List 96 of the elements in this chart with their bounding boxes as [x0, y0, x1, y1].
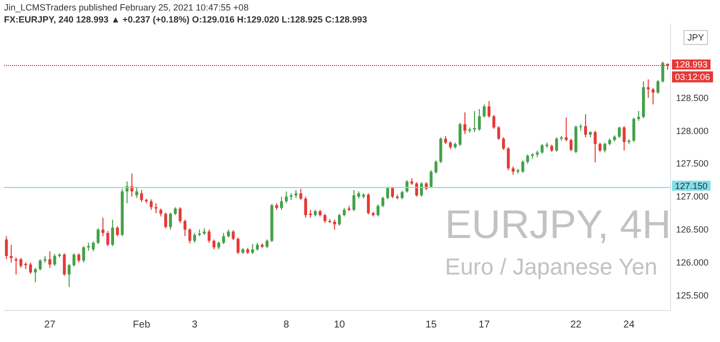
candlestick [29, 262, 32, 274]
candlestick [53, 253, 56, 266]
candlestick [526, 154, 530, 164]
candlestick [420, 182, 423, 198]
candlestick [304, 196, 308, 218]
candlestick [208, 229, 211, 244]
candlestick [164, 212, 168, 229]
x-tick-label: 15 [426, 320, 438, 330]
candlestick [656, 80, 660, 94]
candlestick [299, 188, 302, 200]
candlestick [236, 237, 240, 254]
candlestick [482, 104, 486, 118]
candlestick [116, 226, 119, 237]
candlestick [434, 160, 438, 174]
candlestick [352, 190, 356, 212]
candlestick [82, 246, 86, 264]
candlestick [280, 196, 283, 210]
candlestick [251, 244, 254, 254]
candlestick [48, 250, 52, 268]
candlestick [406, 180, 408, 194]
y-tick-label: 125.500 [676, 290, 709, 300]
text: Jin_LCMSTraders published February 25, 2021 10:47:55 +08 [4, 2, 249, 12]
candlestick [77, 252, 80, 264]
candlestick [502, 136, 505, 150]
candlestick [603, 142, 606, 153]
candlestick [366, 192, 370, 215]
candlestick [618, 126, 621, 139]
candlestick [96, 228, 100, 245]
candlestick [4, 236, 8, 260]
candlestick [68, 263, 71, 288]
candlestick [333, 219, 336, 230]
x-tick-label: 10 [334, 320, 346, 330]
text: Euro / Japanese Yen [445, 254, 658, 280]
candlestick [478, 108, 481, 132]
candlestick [381, 196, 384, 208]
candlestick [584, 114, 587, 138]
candlestick [38, 258, 42, 271]
candlestick [184, 219, 186, 237]
x-tick-label: 27 [44, 320, 56, 330]
candlestick [323, 213, 326, 224]
candlestick [652, 87, 655, 105]
candlestick [72, 252, 76, 268]
x-tick-label: Feb [132, 320, 151, 330]
candlestick [338, 213, 341, 226]
x-tick-label: 3 [192, 320, 198, 330]
candlestick [19, 257, 22, 268]
candlestick [178, 206, 182, 224]
candlestick [150, 198, 153, 210]
candlestick [473, 110, 476, 133]
y-tick-label: 127.500 [676, 158, 709, 169]
candlestick [622, 126, 626, 152]
candlestick [540, 143, 544, 154]
y-tick-label: 128.500 [676, 92, 709, 103]
candlestick [488, 100, 490, 118]
candlestick [154, 202, 158, 214]
candlestick [598, 142, 602, 152]
x-tick-label: 24 [623, 320, 635, 330]
candlestick [101, 217, 104, 237]
candlestick [188, 228, 192, 244]
candlestick [506, 146, 510, 171]
candlestick [376, 204, 380, 217]
candlestick [34, 267, 37, 283]
annotation: FX:EURJPY, 240 128.993 ▲ +0.237 (+0.18%) O:129.016 H:129.020 L:128.925 C:128.993 [4, 14, 368, 24]
candlestick [415, 182, 418, 198]
candlestick [222, 232, 226, 245]
candlestick [497, 126, 500, 140]
ref-line-label: 128.993 [675, 60, 708, 70]
y-tick-label: 127.000 [676, 192, 709, 202]
candlestick [521, 160, 524, 174]
ref-line-label: 127.150 [675, 180, 708, 191]
candlestick [386, 186, 390, 200]
candlestick [458, 122, 462, 146]
y-tick-label: 126.000 [676, 258, 709, 268]
text: JPY [687, 32, 704, 42]
x-tick-label: 8 [284, 320, 290, 330]
candlestick [492, 114, 496, 130]
candlestick [284, 190, 288, 204]
candlestick [111, 219, 114, 247]
candlestick [555, 136, 558, 152]
text: EURJPY, 4H [445, 203, 672, 247]
candlestick [594, 130, 597, 163]
candlestick [570, 138, 573, 152]
candlestick [637, 110, 640, 122]
candlestick [193, 232, 196, 244]
candlestick [463, 112, 466, 135]
text: 03:12:06 [675, 72, 710, 82]
candlestick [430, 170, 433, 189]
y-tick-label: 128.000 [676, 126, 709, 136]
candlestick [212, 238, 216, 250]
candlestick [169, 212, 172, 230]
y-tick-label: 126.500 [676, 224, 709, 235]
candlestick [140, 190, 143, 202]
x-tick-label: 22 [570, 320, 582, 330]
x-tick-label: 17 [478, 320, 490, 330]
candlestick [632, 117, 636, 142]
candlestick [62, 252, 66, 276]
